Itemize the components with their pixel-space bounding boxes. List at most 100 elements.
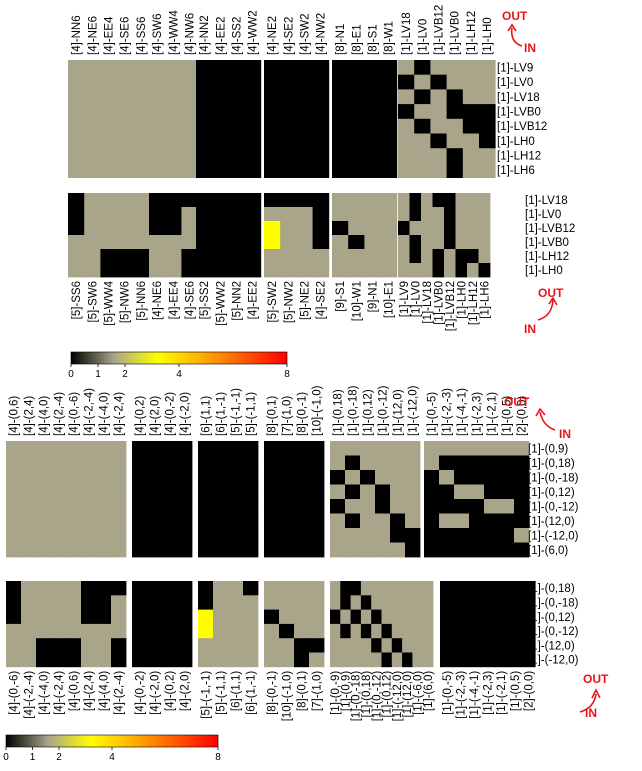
- column-label: [8]-(0,1): [267, 396, 279, 436]
- heatmap-cell: [100, 162, 117, 178]
- out-label: OUT: [538, 286, 564, 300]
- heatmap-cell: [405, 455, 421, 471]
- heatmap-cell: [309, 513, 325, 529]
- curved-arrow: [579, 688, 601, 713]
- row-label: [1]-(0,9): [528, 443, 568, 455]
- heatmap-cell: [294, 595, 310, 610]
- heatmap-cell: [398, 104, 415, 120]
- heatmap-cell: [440, 638, 454, 653]
- colorbar-2: 0 1 2 4 8: [3, 734, 221, 763]
- heatmap-cell: [264, 60, 281, 76]
- column-label: [1]-(-12,0): [408, 385, 420, 436]
- column-label: [1]-LVB12: [434, 5, 446, 55]
- heatmap-cell: [454, 441, 470, 456]
- heatmap-cell: [181, 104, 198, 120]
- heatmap-cell: [177, 581, 193, 596]
- heatmap-cell: [165, 104, 182, 120]
- heatmap-cell: [36, 652, 52, 668]
- heatmap-cell: [405, 528, 421, 543]
- heatmap-cell: [484, 455, 500, 471]
- row-label: [1]-LH12: [525, 251, 569, 263]
- heatmap-cell: [198, 455, 214, 471]
- heatmap-cell: [499, 470, 515, 485]
- heatmap-cell: [414, 89, 431, 105]
- heatmap-cell: [198, 542, 214, 558]
- column-label: [5]-NW2: [283, 281, 295, 323]
- heatmap-cell: [6, 609, 22, 625]
- heatmap-cell: [196, 60, 213, 76]
- heatmap-cell: [149, 89, 166, 105]
- heatmap-cell: [494, 638, 509, 653]
- heatmap-block: [4]-NN6 [4]-NE6 [4]-EE4 [4]-SE6 [4]-SS6 [4]-S…: [68, 10, 198, 178]
- heatmap-cell: [264, 249, 281, 264]
- heatmap-cell: [68, 89, 85, 105]
- column-label: [9]-N1: [368, 281, 380, 312]
- heatmap-cell: [149, 60, 166, 76]
- heatmap-cell: [84, 235, 101, 250]
- heatmap-cell: [514, 499, 530, 514]
- column-label: [4]-(0,6): [9, 396, 21, 436]
- heatmap-cell: [212, 148, 229, 164]
- row-label: [1]-LH12: [497, 151, 541, 163]
- heatmap-cell: [405, 542, 421, 558]
- heatmap-cell: [243, 470, 259, 485]
- column-label: [8]-N1: [335, 24, 347, 55]
- heatmap-cell: [111, 609, 127, 625]
- heatmap-cell: [478, 221, 491, 236]
- heatmap-cell: [294, 484, 310, 500]
- heatmap-block: [5]-SW2 [5]-NW2 [5]-NE2 [4]-SE2: [264, 193, 330, 323]
- heatmap-cell: [84, 74, 101, 90]
- heatmap-cell: [81, 499, 97, 514]
- heatmap-cell: [414, 133, 431, 149]
- heatmap-cell: [508, 595, 522, 610]
- heatmap-cell: [422, 595, 434, 610]
- heatmap-cell: [51, 528, 67, 543]
- heatmap-cell: [213, 441, 229, 456]
- column-label: [4]-(0,-2): [135, 671, 147, 715]
- heatmap-cell: [165, 148, 182, 164]
- column-label: [1]-(0,12): [363, 389, 375, 436]
- heatmap-cell: [412, 609, 424, 625]
- column-label: [1]-(0,-12): [378, 385, 390, 436]
- row-label: [1]-LVB12: [525, 223, 575, 235]
- heatmap-cell: [132, 581, 148, 596]
- column-label: [4]-SS2: [232, 17, 244, 55]
- column-label: [5]-SS6: [71, 281, 83, 319]
- heatmap-cell: [21, 441, 37, 456]
- heatmap-cell: [96, 441, 112, 456]
- heatmap-cell: [330, 470, 346, 485]
- heatmap-cell: [68, 207, 85, 222]
- column-label: [1]-(0,-5): [427, 392, 439, 436]
- heatmap-cell: [444, 235, 456, 250]
- heatmap-cell: [213, 528, 229, 543]
- heatmap-cell: [330, 441, 346, 456]
- heatmap-cell: [390, 455, 406, 471]
- heatmap-cell: [149, 207, 166, 222]
- heatmap-cell: [244, 249, 262, 264]
- heatmap-cell: [228, 638, 244, 653]
- heatmap-cell: [332, 162, 349, 178]
- heatmap-cell: [440, 595, 454, 610]
- heatmap-cell: [147, 513, 163, 529]
- heatmap-cell: [66, 609, 82, 625]
- heatmap-cell: [280, 249, 297, 264]
- column-label: [1]-(-2,1): [487, 392, 499, 436]
- row-label: [1]-LVB0: [525, 237, 569, 249]
- heatmap-cell: [66, 484, 82, 500]
- heatmap-cell: [521, 609, 536, 625]
- heatmap-cell: [21, 513, 37, 529]
- colorbar-tick-label: 0: [68, 369, 74, 380]
- heatmap-cell: [132, 162, 150, 178]
- heatmap-cell: [279, 528, 295, 543]
- heatmap-cell: [111, 542, 127, 558]
- column-label: [4]-NW2: [316, 13, 328, 55]
- column-label: [1]-(-4,-1): [457, 388, 469, 436]
- row-label: [1]-(0,-12): [528, 626, 579, 638]
- heatmap-cell: [521, 595, 536, 610]
- column-label: [1]-(0,-18): [351, 671, 363, 722]
- heatmap-cell: [111, 499, 127, 514]
- heatmap-cell: [332, 118, 349, 134]
- heatmap-cell: [162, 652, 178, 668]
- heatmap-cell: [371, 609, 382, 625]
- heatmap-cell: [330, 609, 341, 625]
